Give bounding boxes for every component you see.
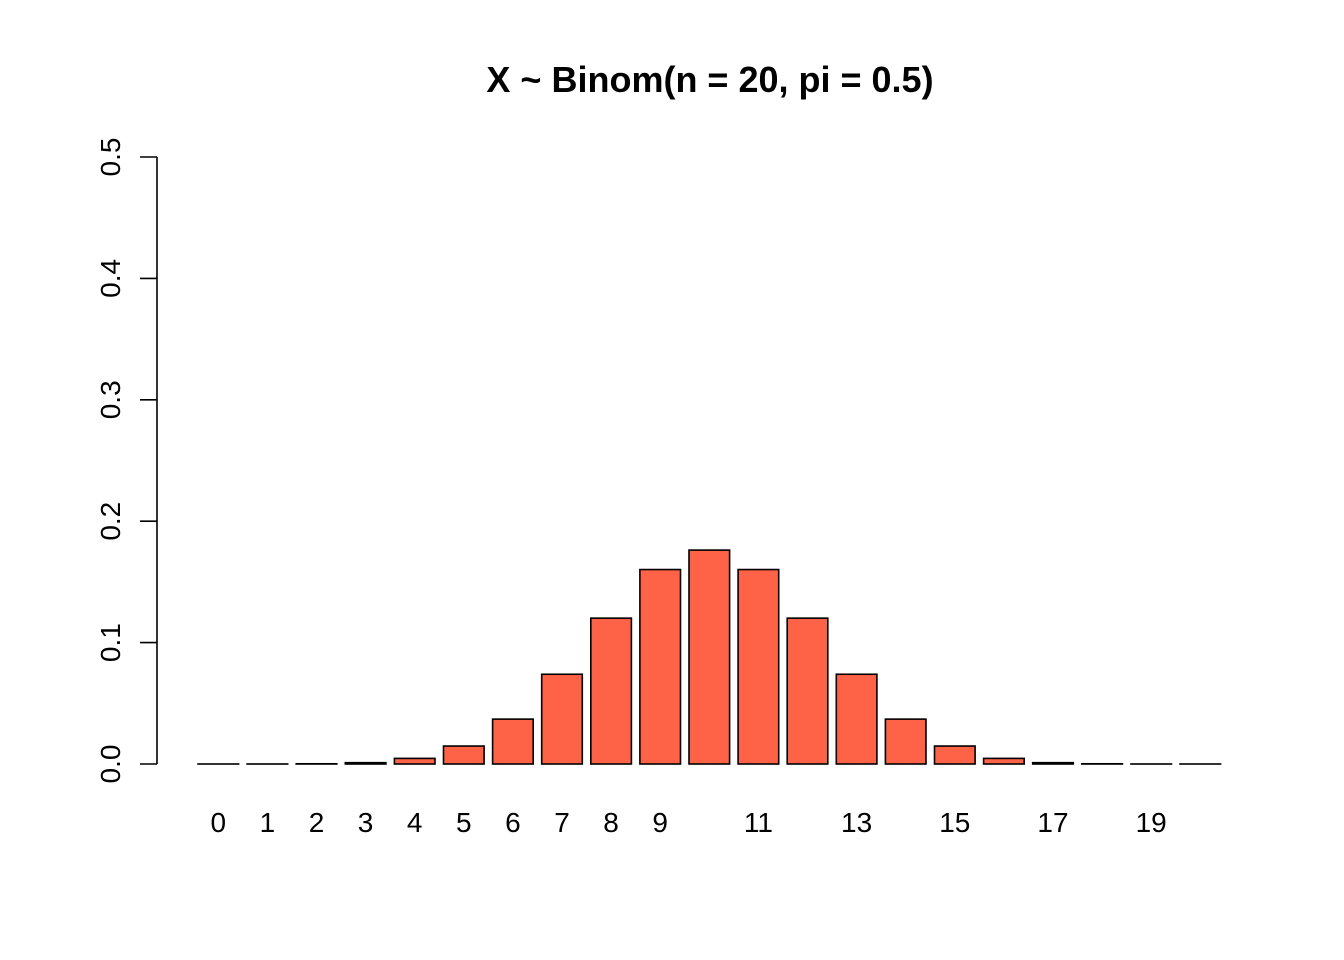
x-tick-label: 1 — [260, 807, 276, 838]
x-tick-label: 9 — [652, 807, 668, 838]
bar-10 — [688, 549, 731, 765]
bar-12 — [786, 617, 829, 765]
y-tick-label: 0.3 — [95, 380, 126, 419]
bar-6 — [491, 718, 535, 765]
y-tick-label: 0.2 — [95, 502, 126, 541]
x-tick-label: 13 — [841, 807, 872, 838]
bar-17 — [1031, 761, 1075, 765]
bar-16 — [982, 757, 1025, 765]
x-tick-label: 5 — [456, 807, 472, 838]
bar-11 — [737, 568, 780, 765]
y-tick-label: 0.1 — [95, 623, 126, 662]
x-tick-label: 4 — [407, 807, 423, 838]
bar-5 — [442, 745, 485, 765]
bar-9 — [639, 568, 682, 765]
bar-14 — [884, 718, 927, 765]
x-tick-label: 17 — [1037, 807, 1068, 838]
x-tick-label: 6 — [505, 807, 521, 838]
bar-8 — [589, 617, 633, 765]
y-axis: 0.0 0.1 0.2 0.3 0.4 0.5 — [95, 138, 158, 784]
x-tick-label: 3 — [358, 807, 374, 838]
x-tick-label: 7 — [554, 807, 570, 838]
y-tick-label: 0.5 — [95, 138, 126, 177]
y-tick-label: 0.0 — [95, 745, 126, 784]
x-tick-label: 0 — [211, 807, 227, 838]
bar-13 — [835, 673, 878, 765]
x-tick-label: 19 — [1136, 807, 1167, 838]
bar-15 — [933, 745, 976, 765]
bars-group — [197, 549, 1222, 765]
chart-title: X ~ Binom(n = 20, pi = 0.5) — [486, 59, 933, 100]
x-tick-labels: 0 1 2 3 4 5 6 7 8 9 11 13 15 17 19 — [211, 807, 1167, 838]
bar-4 — [393, 757, 436, 765]
y-tick-label: 0.4 — [95, 259, 126, 298]
bar-3 — [344, 761, 387, 765]
x-tick-label: 2 — [309, 807, 325, 838]
x-tick-label: 8 — [603, 807, 619, 838]
x-tick-label: 15 — [939, 807, 970, 838]
x-tick-label: 11 — [744, 807, 773, 838]
bar-7 — [540, 673, 584, 765]
